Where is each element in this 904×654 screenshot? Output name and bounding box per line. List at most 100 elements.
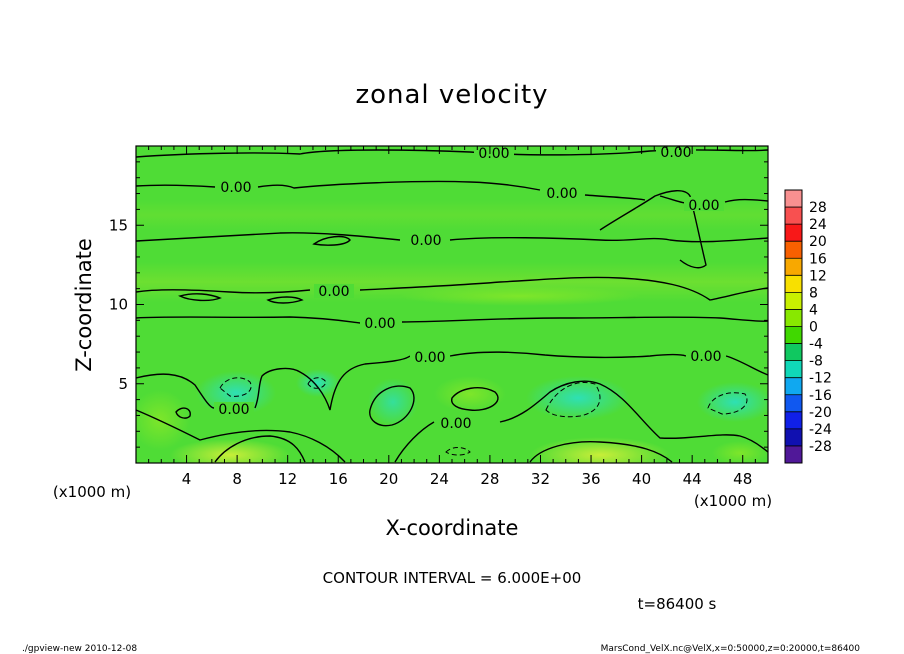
contour-line-closed-9: [266, 296, 304, 304]
contour-line-closed-1: [451, 387, 499, 411]
contour-label: 0.00: [410, 233, 441, 249]
contour-line-closed-2: [369, 385, 415, 427]
heatmap-field: 0.00 0.00 0.00 0.00 0.00 0.00 0.00 0.00 …: [136, 145, 768, 463]
contour-neg-5: [445, 447, 471, 456]
contour-label: 0.00: [690, 349, 721, 365]
contour-neg-3: [545, 382, 601, 418]
contour-label: 0.00: [478, 146, 509, 162]
label-bg-7: [314, 284, 354, 298]
label-bg-3: [216, 180, 256, 194]
contour-lines-negative: [219, 377, 748, 456]
time-stamp: t=86400 s: [638, 595, 717, 613]
contour-label: 0.00: [546, 186, 577, 202]
x-tick-label: 16: [329, 470, 348, 488]
label-bg-9: [410, 350, 450, 364]
y-tick-label: 5: [118, 375, 128, 393]
x-unit-left: (x1000 m): [53, 483, 131, 501]
x-tick-label: 20: [379, 470, 398, 488]
field-blob-pos-1: [170, 439, 290, 463]
contour-line-low-1: [136, 351, 768, 411]
x-tick-label: 32: [531, 470, 550, 488]
y-axis-label: Z-coordinate: [72, 238, 96, 372]
label-bg-4: [542, 186, 582, 200]
field-blob-neg-3: [368, 378, 418, 426]
colorbar-swatch: [785, 258, 802, 276]
y-tick-label: 10: [109, 296, 128, 314]
contour-line-closed-3: [529, 440, 673, 463]
colorbar-tick-label: -24: [809, 422, 832, 438]
x-axis-label: X-coordinate: [386, 516, 519, 540]
x-tick-label: 28: [480, 470, 499, 488]
colorbar-swatch: [785, 190, 802, 208]
label-bg-6: [406, 233, 446, 247]
x-tick-label: 12: [278, 470, 297, 488]
x-tick-label: 4: [182, 470, 192, 488]
colorbar-swatch: [785, 360, 802, 379]
colorbar-tick-label: -4: [809, 337, 823, 353]
field-blob-pos-3: [434, 376, 506, 412]
colorbar-swatch: [785, 292, 802, 310]
colorbar-tick-label: 28: [809, 200, 827, 216]
contour-label: 0.00: [218, 402, 249, 418]
contour-label: 0.00: [688, 198, 719, 214]
y-axis: 5 10 15: [109, 161, 768, 448]
chart-title: zonal velocity: [355, 80, 548, 110]
contour-line-closed-8: [178, 293, 222, 302]
colorbar-swatch: [785, 394, 802, 413]
label-bg-8: [360, 316, 400, 330]
contour-lines: [136, 149, 768, 463]
field-blob-pos-5: [712, 441, 768, 463]
x-tick-label: 48: [733, 470, 752, 488]
contour-line-closed-4: [175, 407, 191, 419]
label-bg-10: [686, 348, 726, 362]
contour-line-upper-2: [136, 232, 768, 243]
colorbar-tick-label: 20: [809, 234, 827, 250]
colorbar-swatch: [785, 241, 802, 259]
contour-neg-4: [707, 392, 748, 415]
colorbar-swatch: [785, 411, 802, 430]
contour-labels: 0.00 0.00 0.00 0.00 0.00 0.00 0.00 0.00 …: [214, 145, 726, 432]
contour-line-closed-7: [599, 190, 707, 269]
contour-label: 0.00: [660, 145, 691, 161]
colorbar-swatch: [785, 343, 802, 362]
label-bg-1: [474, 146, 514, 159]
colorbar-tick-label: 24: [809, 217, 827, 233]
colorbar-tick-label: 16: [809, 251, 827, 267]
colorbar-tick-label: 8: [809, 285, 818, 301]
contour-line-upper-1: [136, 180, 768, 204]
contour-label: 0.00: [440, 416, 471, 432]
contour-line-mid-2: [136, 316, 768, 324]
label-bg-12: [436, 415, 476, 429]
field-blob-neg-5: [697, 382, 768, 422]
colorbar-swatch: [785, 428, 802, 447]
colorbar-swatch: [785, 207, 802, 225]
contour-line-closed-6: [312, 235, 351, 246]
label-bg-2: [656, 146, 696, 158]
x-tick-label: 36: [581, 470, 600, 488]
x-tick-label: 8: [232, 470, 242, 488]
contour-line-closed-5: [214, 435, 306, 463]
colorbar-tick-label: -12: [809, 371, 832, 387]
x-unit-right: (x1000 m): [694, 492, 772, 510]
contour-neg-1: [219, 377, 252, 397]
contour-line-low-2: [136, 380, 768, 463]
x-axis: 4 8 12 16 20 24 28 32 36 40 44 48: [148, 146, 756, 488]
footer-right: MarsCond_VelX.nc@VelX,x=0:50000,z=0:2000…: [601, 644, 861, 654]
x-tick-label: 24: [430, 470, 449, 488]
colorbar-swatch: [785, 224, 802, 242]
colorbar-tick-label: -16: [809, 388, 832, 404]
x-tick-label: 44: [683, 470, 702, 488]
contour-label: 0.00: [318, 284, 349, 300]
field-blob-pos-4: [136, 390, 190, 450]
colorbar-swatch: [785, 309, 802, 327]
x-tick-label: 40: [632, 470, 651, 488]
contour-line-mid-1: [136, 276, 768, 301]
label-bg-5: [684, 197, 724, 211]
field-blob-neg-4: [526, 376, 630, 420]
contour-label: 0.00: [364, 316, 395, 332]
colorbar-tick-label: -20: [809, 405, 832, 421]
colorbar-swatch: [785, 377, 802, 396]
contour-label: 0.00: [220, 180, 251, 196]
